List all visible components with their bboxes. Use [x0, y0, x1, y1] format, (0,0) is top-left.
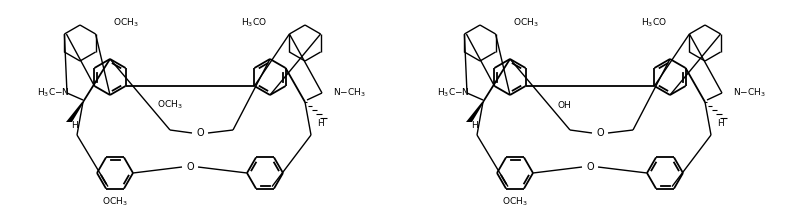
Text: O: O	[186, 162, 194, 172]
Polygon shape	[466, 102, 484, 122]
Text: OH: OH	[557, 101, 570, 110]
Text: H$_3$CO: H$_3$CO	[241, 17, 267, 29]
Text: O: O	[596, 128, 604, 138]
Text: OCH$_3$: OCH$_3$	[502, 196, 528, 208]
Text: H: H	[317, 119, 324, 128]
Text: H$_3$C$-$N: H$_3$C$-$N	[437, 87, 470, 99]
Text: H$_3$C$-$N: H$_3$C$-$N	[37, 87, 70, 99]
Text: H: H	[72, 120, 78, 129]
Text: OCH$_3$: OCH$_3$	[113, 17, 139, 29]
Text: N$-$CH$_3$: N$-$CH$_3$	[733, 87, 766, 99]
Text: N$-$CH$_3$: N$-$CH$_3$	[333, 87, 366, 99]
Text: OCH$_3$: OCH$_3$	[513, 17, 539, 29]
Text: OCH$_3$: OCH$_3$	[102, 196, 128, 208]
Text: O: O	[586, 162, 594, 172]
Text: H$_3$CO: H$_3$CO	[641, 17, 667, 29]
Text: H: H	[472, 120, 478, 129]
Polygon shape	[66, 102, 84, 122]
Text: OCH$_3$: OCH$_3$	[157, 99, 182, 111]
Text: H: H	[717, 119, 724, 128]
Text: O: O	[196, 128, 204, 138]
